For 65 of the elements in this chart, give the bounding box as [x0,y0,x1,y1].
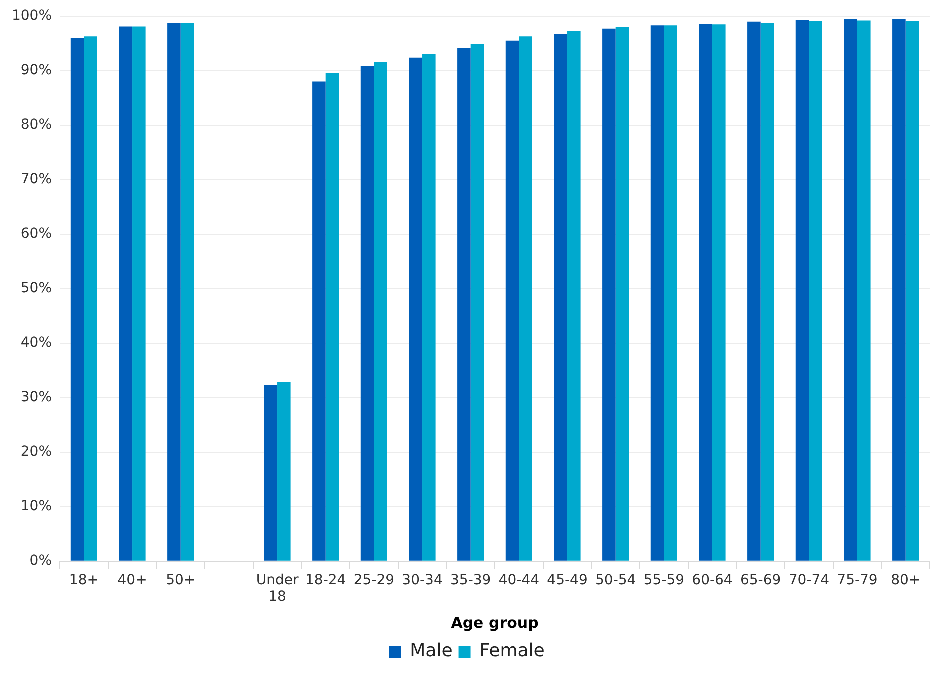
bar [809,21,822,561]
x-tick-label: 40-44 [498,572,540,588]
y-tick-label: 40% [20,335,52,352]
y-tick-label: 30% [20,390,52,406]
y-tick-label: 80% [20,117,52,134]
bar [844,19,858,561]
bar [650,26,664,561]
bar [132,26,146,561]
bar [906,21,920,561]
x-tick-label: 60-64 [692,572,733,588]
bar [360,66,374,561]
x-tick-label: 40+ [118,572,148,588]
y-tick-label: 60% [20,226,52,242]
x-tick-label: 55-59 [644,572,685,588]
y-tick-label: 50% [20,280,52,297]
legend-label: Female [480,640,545,662]
legend-label: Male [410,640,453,662]
y-tick-label: 0% [30,553,52,570]
x-tick-label: 70-74 [788,572,830,588]
bar [70,38,84,561]
y-tick-label: 10% [20,498,52,515]
bar [712,24,726,561]
bar [664,26,678,561]
x-tick-label: Under 18 [256,572,299,606]
bar [264,385,278,561]
bar [858,20,871,561]
bar [616,27,630,561]
y-tick-label: 90% [20,62,52,79]
bar [892,19,906,561]
bar [602,28,616,561]
bar [278,382,291,561]
bar [796,20,810,561]
x-axis-title: Age group [451,614,540,632]
x-tick-label: 25-29 [354,572,395,588]
bar [422,54,436,561]
x-tick-label: 45-49 [547,572,588,588]
bar [760,22,774,561]
bar [326,73,340,561]
bar [374,62,388,561]
x-tick-label: 65-69 [740,572,782,588]
bar [409,58,423,561]
y-tick-label: 70% [20,172,52,188]
x-tick-label: 75-79 [837,572,878,588]
x-tick-label: 35-39 [450,572,492,588]
x-tick-label: 18-24 [306,572,346,588]
y-tick-label: 100% [12,8,52,24]
bar [84,36,98,561]
bar [119,26,133,561]
bar [554,34,568,561]
x-tick-label: 18+ [69,572,99,588]
bar [180,23,194,561]
bar [458,48,471,561]
bar [519,36,532,561]
bar [168,23,181,561]
bar [506,40,520,561]
bar [748,22,761,561]
bar [470,44,484,561]
bar [568,31,581,561]
bar [699,24,713,561]
x-tick-label: 50-54 [596,572,636,588]
x-tick-label: 50+ [166,572,196,588]
x-tick-label: 30-34 [402,572,443,588]
bar [312,82,326,561]
x-tick-label: 80+ [891,572,921,588]
y-tick-label: 20% [20,444,52,460]
